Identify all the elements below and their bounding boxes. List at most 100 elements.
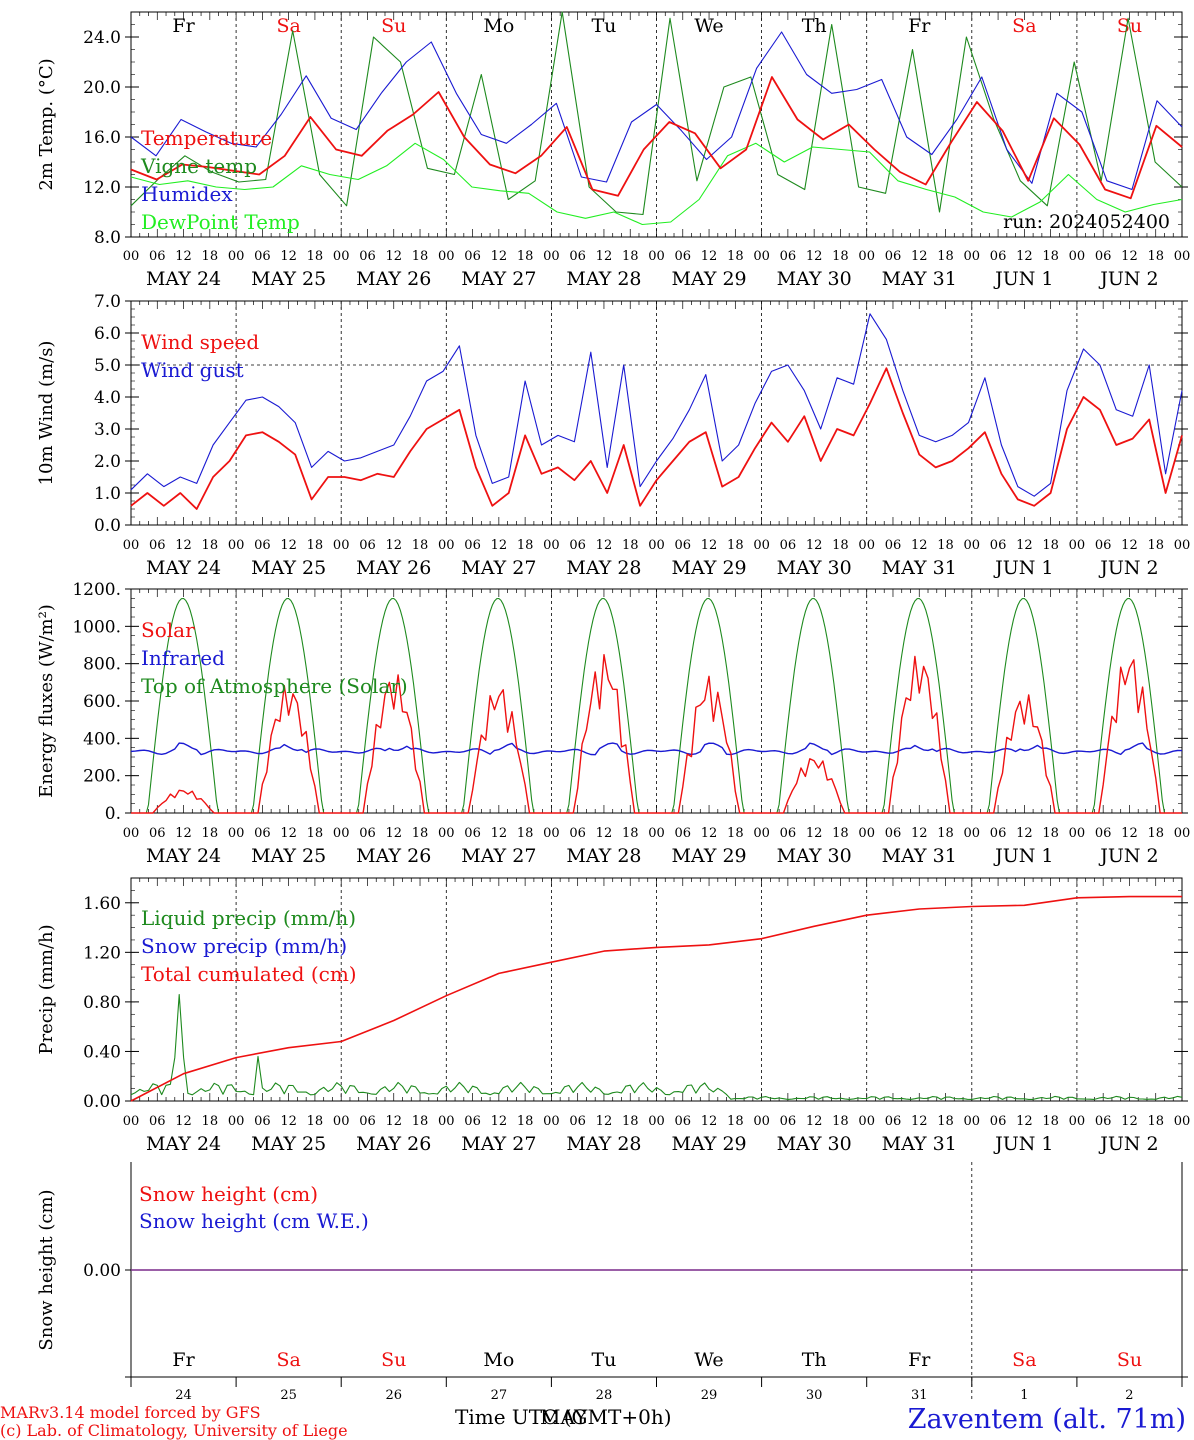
y-tick-label: 20.0: [83, 78, 121, 98]
series-line-solar: [131, 654, 1182, 814]
x-hour-label: 00: [1174, 1114, 1191, 1129]
y-tick-label: 0.00: [83, 1261, 121, 1281]
x-hour-label: 06: [885, 249, 902, 264]
x-day-label: MAY 27: [461, 557, 536, 579]
x-hour-label: 00: [123, 249, 140, 264]
y-tick-label: 4.0: [94, 388, 121, 408]
panel-4: 0.00 0.40 0.80 1.20 1.60 Precip (mm/h) Liquid …: [36, 877, 1191, 1155]
x-hour-label: 18: [1042, 249, 1059, 264]
x-hour-label: 06: [780, 538, 797, 553]
x-day-label: MAY 24: [146, 1133, 221, 1155]
x-hour-label: 06: [464, 538, 481, 553]
x-hour-label: 18: [832, 249, 849, 264]
y-tick-label: 1.20: [83, 943, 121, 963]
legend-entry: Wind speed: [141, 330, 259, 354]
x-hour-label: 18: [1147, 1114, 1164, 1129]
series-line-infrared: [130, 742, 1183, 756]
weekday-label: We: [694, 15, 723, 37]
x-hour-label: 06: [675, 826, 692, 841]
x-hour-label: 00: [123, 826, 140, 841]
x-hour-label: 00: [543, 538, 560, 553]
x-hour-label: 12: [175, 249, 192, 264]
legend-entry: Snow height (cm W.E.): [139, 1209, 369, 1233]
weekday-label: Su: [381, 1349, 406, 1371]
x-day-label: MAY 24: [146, 845, 221, 867]
y-tick-label: 0.40: [83, 1042, 121, 1062]
x-hour-label: 06: [990, 249, 1007, 264]
x-hour-label: 00: [333, 1114, 350, 1129]
x-hour-label: 18: [832, 538, 849, 553]
x-day-label: JUN 2: [1098, 1133, 1158, 1155]
x-hour-label: 00: [648, 249, 665, 264]
series-line-wind-gust: [130, 313, 1183, 497]
x-hour-label: 18: [1042, 1114, 1059, 1129]
weekday-label: Fr: [908, 1349, 931, 1371]
y-tick-label: 8.0: [94, 228, 121, 248]
x-day-label: MAY 26: [356, 1133, 431, 1155]
weekday-label: Fr: [908, 15, 931, 37]
panel-5: 0.00 Snow height (cm) Snow height (cm) Snow…: [36, 1162, 1188, 1403]
series-line-temperature: [130, 76, 1183, 200]
panel-1: 8.0 12.0 16.0 20.0 24.0 2m Temp. (°C) Fr Sa Su Mo…: [36, 11, 1190, 290]
x-day-label: MAY 26: [356, 845, 431, 867]
credit-line-1: MARv3.14 model forced by GFS: [0, 1403, 261, 1422]
x-day-label: JUN 1: [993, 845, 1053, 867]
y-tick-label: 1.60: [83, 894, 121, 914]
x-hour-label: 12: [596, 538, 613, 553]
x-hour-label: 18: [307, 249, 324, 264]
legend-entry: Top of Atmosphere (Solar): [141, 674, 408, 698]
panel-2: 0.0 1.0 2.0 3.0 4.0 5.0 6.0 7.0 10m Wind (m/s) Wi…: [36, 292, 1190, 579]
x-hour-label: 00: [123, 1114, 140, 1129]
weekday-label: Tu: [591, 1349, 616, 1371]
legend-entry: Wind gust: [141, 358, 244, 382]
x-hour-label: 18: [1147, 538, 1164, 553]
x-hour-label: 06: [1095, 249, 1112, 264]
x-hour-label: 06: [149, 249, 166, 264]
x-hour-label: 18: [622, 538, 639, 553]
x-hour-label: 06: [885, 826, 902, 841]
x-day-label: MAY 24: [146, 557, 221, 579]
legend-entry: Snow precip (mm/h): [141, 934, 347, 958]
y-axis-label: 2m Temp. (°C): [36, 58, 57, 190]
x-hour-label: 18: [622, 826, 639, 841]
x-hour-label: 12: [491, 1114, 508, 1129]
y-tick-label: 0.: [105, 804, 121, 824]
x-hour-label: 18: [622, 1114, 639, 1129]
x-hour-label: 18: [937, 1114, 954, 1129]
x-day-label: JUN 2: [1098, 845, 1158, 867]
x-hour-label: 00: [438, 538, 455, 553]
x-hour-label: 12: [280, 249, 297, 264]
x-hour-label: 18: [412, 826, 429, 841]
x-day-number: 25: [280, 1388, 297, 1403]
x-hour-label: 00: [964, 826, 981, 841]
x-hour-label: 06: [780, 826, 797, 841]
x-hour-label: 00: [858, 826, 875, 841]
x-hour-label: 06: [780, 249, 797, 264]
x-hour-label: 00: [1069, 249, 1086, 264]
x-hour-label: 06: [1095, 826, 1112, 841]
y-axis-label: 10m Wind (m/s): [36, 341, 57, 486]
x-hour-label: 18: [202, 249, 219, 264]
x-hour-label: 06: [990, 1114, 1007, 1129]
x-hour-label: 18: [832, 1114, 849, 1129]
x-hour-label: 12: [385, 538, 402, 553]
x-hour-label: 18: [832, 826, 849, 841]
x-hour-label: 00: [543, 1114, 560, 1129]
x-day-label: MAY 26: [356, 557, 431, 579]
x-day-label: MAY 29: [671, 845, 746, 867]
x-day-number: 2: [1125, 1388, 1133, 1403]
x-hour-label: 06: [990, 826, 1007, 841]
x-hour-label: 00: [228, 249, 245, 264]
y-tick-label: 5.0: [94, 356, 121, 376]
x-hour-label: 00: [648, 538, 665, 553]
x-hour-label: 06: [885, 538, 902, 553]
x-hour-label: 18: [727, 1114, 744, 1129]
x-hour-label: 06: [1095, 1114, 1112, 1129]
x-hour-label: 00: [858, 1114, 875, 1129]
x-hour-label: 12: [1121, 826, 1138, 841]
x-hour-label: 12: [806, 826, 823, 841]
x-hour-label: 06: [359, 538, 376, 553]
x-hour-label: 18: [1042, 826, 1059, 841]
x-hour-label: 00: [753, 1114, 770, 1129]
legend-entry: Infrared: [141, 646, 225, 670]
